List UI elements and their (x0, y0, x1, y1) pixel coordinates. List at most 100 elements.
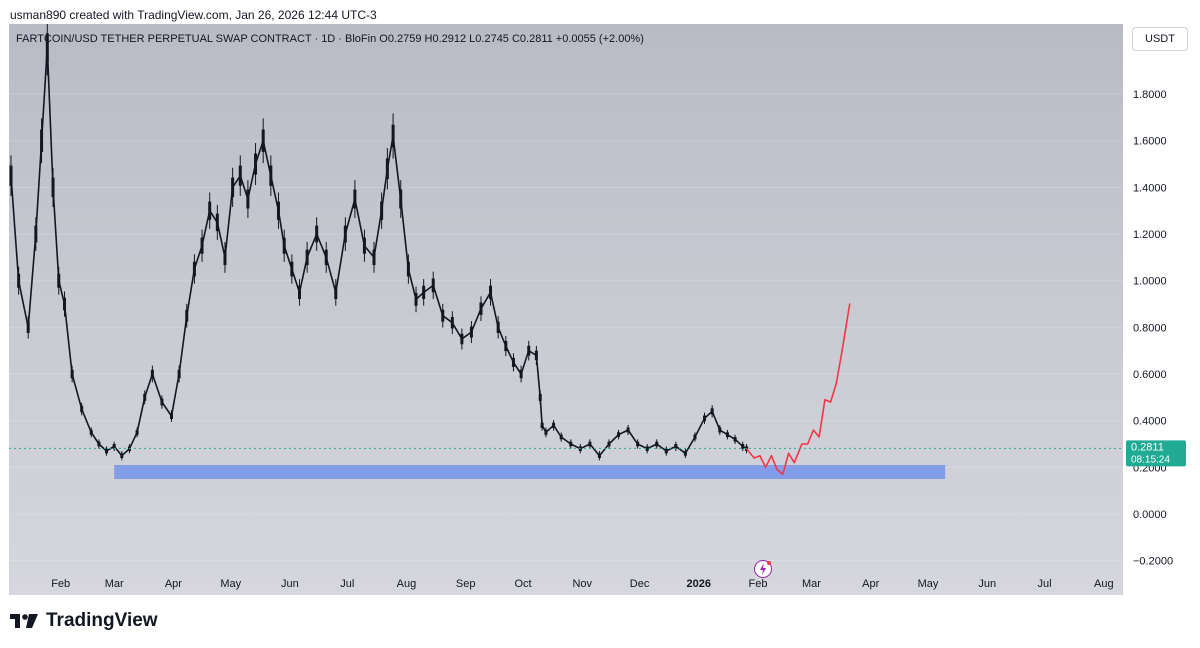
candle-body (343, 225, 347, 243)
candle-body (120, 453, 124, 459)
x-tick-label: Jul (340, 578, 354, 590)
candle-body (150, 369, 154, 379)
candle-body (693, 434, 697, 440)
chart-pane[interactable]: Feb Mar Apr May Jun Jul Aug Sep Oct Nov Dec 2026 Feb… (9, 24, 1123, 595)
x-tick-label: Aug (397, 578, 417, 590)
x-tick-label: Jun (281, 578, 299, 590)
x-tick-label: Nov (572, 578, 592, 590)
candle-body (297, 285, 301, 300)
price-scale[interactable]: 1.8000 1.6000 1.4000 1.2000 1.0000 0.8000 0.60… (1123, 24, 1195, 595)
candle-body (9, 165, 13, 186)
candle-body (725, 432, 729, 438)
candle-body (261, 129, 265, 152)
candle-body (269, 165, 273, 186)
x-tick-label: Jun (978, 578, 996, 590)
candle-body (62, 297, 66, 311)
candle-body (97, 441, 101, 447)
candle-body (552, 422, 556, 429)
x-tick-label: Feb (51, 578, 70, 590)
x-tick-label: Aug (1094, 578, 1114, 590)
candle-body (674, 444, 678, 449)
candle-body (353, 189, 357, 209)
y-tick-label: 1.8000 (1133, 89, 1167, 101)
candle-body (40, 129, 44, 152)
y-tick-label: 1.6000 (1133, 136, 1167, 148)
support-zone-0[interactable] (114, 465, 946, 480)
candle-body (192, 261, 196, 277)
candle-body (538, 393, 542, 401)
candle-body (431, 278, 435, 293)
candle-body (655, 441, 659, 447)
candle-body (26, 321, 30, 333)
symbol-info-line: FARTCOIN/USD TETHER PERPETUAL SWAP CONTR… (16, 33, 644, 45)
candle-body (254, 153, 258, 175)
candle-body (718, 427, 722, 433)
candle-body (540, 422, 544, 429)
candle-body (89, 429, 93, 435)
candle-body (112, 444, 116, 449)
last-price-value: 0.2811 (1131, 441, 1164, 453)
candle-body (527, 345, 531, 356)
candle-body (231, 177, 235, 198)
x-tick-label: Dec (630, 578, 650, 590)
candle-body (362, 237, 366, 254)
candle-body (588, 441, 592, 447)
chart-plot[interactable]: Feb Mar Apr May Jun Jul Aug Sep Oct Nov Dec 2026 Feb… (9, 24, 1123, 595)
chart-credit-line: usman890 created with TradingView.com, J… (10, 8, 377, 22)
candle-body (324, 249, 328, 266)
x-tick-label: Feb (749, 578, 768, 590)
candle-body (645, 446, 649, 452)
candle-body (290, 261, 294, 277)
candle-body (607, 441, 611, 447)
candle-body (460, 333, 464, 345)
y-tick-label: 1.2000 (1133, 229, 1167, 241)
candle-body (710, 408, 714, 415)
price-line[interactable] (10, 46, 748, 457)
candle-body (238, 165, 242, 186)
candle-body (177, 369, 181, 379)
candle-body (80, 405, 84, 413)
y-tick-label: 0.0000 (1133, 509, 1167, 521)
x-tick-label: Apr (862, 578, 879, 590)
candle-body (105, 448, 109, 454)
candle-body (496, 321, 500, 333)
lightning-icon[interactable] (754, 560, 772, 578)
y-tick-label: 1.0000 (1133, 276, 1167, 288)
last-price-badge[interactable] (1126, 440, 1186, 467)
candle-body (276, 201, 280, 220)
candle-body (282, 237, 286, 254)
candle-body (414, 292, 418, 306)
y-tick-label: 0.8000 (1133, 322, 1167, 334)
currency-button[interactable]: USDT (1132, 27, 1188, 51)
candle-body (143, 393, 147, 401)
x-tick-label: Apr (165, 578, 182, 590)
candle-body (305, 249, 309, 266)
candle-body (57, 273, 61, 288)
candle-body (51, 177, 55, 198)
candle-body (741, 444, 745, 449)
candle-body (597, 453, 601, 459)
candle-body (34, 225, 38, 243)
projection-line[interactable] (745, 303, 851, 476)
candle-body (559, 434, 563, 440)
x-tick-label: 2026 (687, 578, 711, 590)
candle-body (636, 441, 640, 447)
y-tick-label: 0.4000 (1133, 416, 1167, 428)
candle-body (617, 432, 621, 438)
x-tick-label: Mar (105, 578, 124, 590)
brand-name: TradingView (46, 610, 158, 631)
candle-body (450, 316, 454, 329)
last-price-countdown: 08:15:24 (1131, 454, 1170, 465)
lightning-icon-dot (767, 561, 771, 565)
candle-body (380, 201, 384, 220)
price-scale-svg: 1.8000 1.6000 1.4000 1.2000 1.0000 0.8000 0.60… (1126, 89, 1186, 568)
candle-body (441, 309, 445, 322)
brand-footer: TradingView (10, 610, 158, 632)
x-tick-label: Jul (1038, 578, 1052, 590)
candle-body (544, 429, 548, 435)
candle-body (399, 189, 403, 209)
candle-body (246, 189, 250, 209)
x-tick-label: May (918, 578, 939, 590)
y-tick-label: 1.4000 (1133, 182, 1167, 194)
candle-body (385, 158, 389, 180)
